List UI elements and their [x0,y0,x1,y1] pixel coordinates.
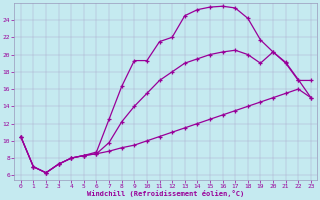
X-axis label: Windchill (Refroidissement éolien,°C): Windchill (Refroidissement éolien,°C) [87,190,244,197]
